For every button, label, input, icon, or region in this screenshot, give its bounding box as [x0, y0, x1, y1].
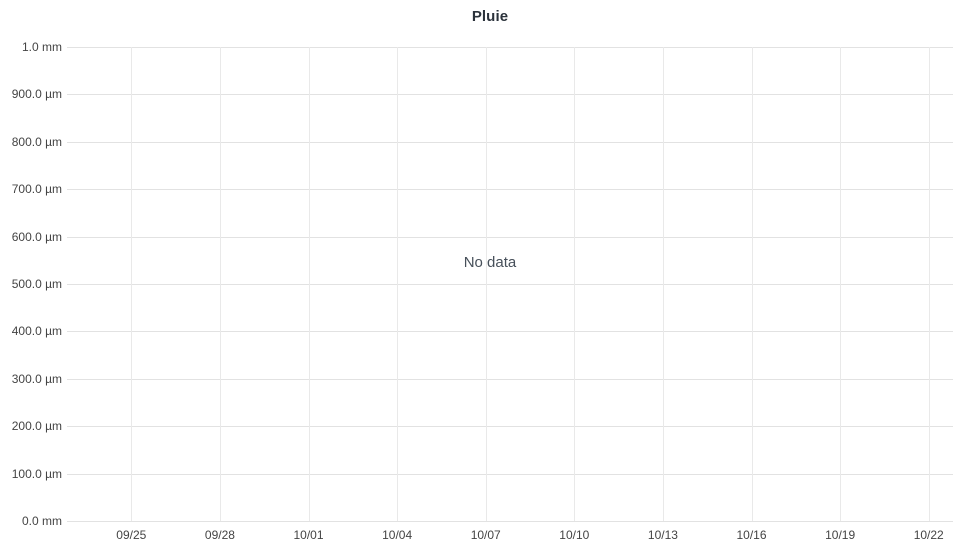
- grid-line-vertical: [219, 47, 221, 521]
- y-tick-label: 400.0 µm: [11, 324, 62, 339]
- grid-line-vertical: [308, 47, 310, 521]
- x-tick-label: 10/01: [293, 528, 324, 542]
- grid-line-vertical: [840, 47, 842, 521]
- x-tick-label: 10/16: [736, 528, 767, 542]
- x-tick-label: 09/28: [204, 528, 235, 542]
- x-tick-label: 09/25: [116, 528, 147, 542]
- grid-line-horizontal: [67, 426, 953, 428]
- grid-line-vertical: [397, 47, 399, 521]
- y-tick-label: 500.0 µm: [11, 277, 62, 291]
- grid-line-vertical: [574, 47, 576, 521]
- y-tick-label: 800.0 µm: [11, 134, 62, 149]
- y-tick-label: 900.0 µm: [11, 87, 62, 102]
- y-tick-label: 300.0 µm: [11, 371, 62, 386]
- grid-line-vertical: [662, 47, 664, 521]
- chart-title: Pluie: [471, 8, 509, 25]
- grid-line-vertical: [485, 47, 487, 521]
- grid-line-horizontal: [67, 236, 953, 238]
- grid-line-horizontal: [67, 331, 953, 333]
- grid-line-vertical: [928, 47, 930, 521]
- grid-line-horizontal: [67, 284, 953, 285]
- y-axis-labels: 1.0 mm 900.0 µm 800.0 µm 700.0 µm 600.0 µm 50…: [0, 40, 62, 528]
- y-tick-label: 0.0 mm: [21, 514, 62, 528]
- grid-line-horizontal: [67, 189, 953, 191]
- grid-line-vertical: [751, 47, 753, 521]
- grid-line-horizontal: [67, 94, 953, 96]
- grid-line-horizontal: [67, 473, 953, 475]
- grid-line-horizontal: [67, 47, 953, 48]
- y-tick-label: 100.0 µm: [11, 466, 62, 481]
- x-tick-label: 10/19: [825, 528, 856, 542]
- y-tick-label: 200.0 µm: [11, 419, 62, 434]
- plot-area: [67, 47, 953, 522]
- grid-line-horizontal: [67, 378, 953, 380]
- x-tick-label: 10/07: [470, 528, 501, 542]
- grid-line-horizontal: [67, 141, 953, 143]
- y-tick-label: 700.0 µm: [11, 182, 62, 197]
- x-tick-label: 10/22: [913, 528, 944, 542]
- x-tick-label: 10/10: [559, 528, 590, 542]
- x-tick-label: 10/13: [647, 528, 678, 542]
- y-tick-label: 600.0 µm: [11, 229, 62, 244]
- grid-line-vertical: [131, 47, 133, 521]
- x-axis-labels: 09/25 09/28 10/01 10/04 10/07 10/10 10/13 10/16…: [67, 528, 953, 544]
- grid-line-horizontal: [67, 521, 953, 522]
- x-tick-label: 10/04: [382, 528, 413, 542]
- y-tick-label: 1.0 mm: [21, 40, 62, 54]
- no-data-message: No data: [463, 254, 517, 271]
